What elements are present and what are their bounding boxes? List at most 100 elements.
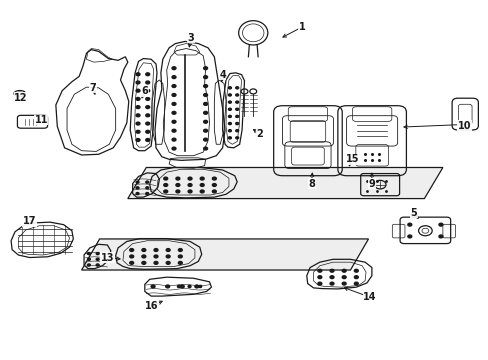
Circle shape <box>136 181 139 183</box>
Circle shape <box>203 67 207 69</box>
Circle shape <box>142 261 145 264</box>
Circle shape <box>154 261 158 264</box>
Circle shape <box>136 106 140 109</box>
Circle shape <box>87 252 90 255</box>
Circle shape <box>228 137 231 139</box>
Circle shape <box>354 276 358 279</box>
Circle shape <box>407 223 411 226</box>
Circle shape <box>228 101 231 103</box>
Circle shape <box>212 177 216 180</box>
Circle shape <box>96 258 99 260</box>
Circle shape <box>203 103 207 105</box>
Circle shape <box>235 87 238 89</box>
Circle shape <box>203 147 207 150</box>
Text: 1: 1 <box>298 22 305 32</box>
Polygon shape <box>127 167 442 199</box>
Circle shape <box>145 122 149 125</box>
Circle shape <box>188 285 191 288</box>
Circle shape <box>136 73 140 76</box>
Text: 3: 3 <box>187 33 194 43</box>
Circle shape <box>438 223 442 226</box>
Circle shape <box>145 89 149 92</box>
Circle shape <box>136 187 139 189</box>
Circle shape <box>172 120 176 123</box>
Text: 7: 7 <box>89 83 96 93</box>
Circle shape <box>195 285 199 288</box>
Text: 11: 11 <box>35 115 48 125</box>
Circle shape <box>96 264 99 266</box>
Circle shape <box>136 122 140 125</box>
Text: 17: 17 <box>23 216 36 226</box>
Circle shape <box>172 129 176 132</box>
Circle shape <box>136 89 140 92</box>
Circle shape <box>203 120 207 123</box>
Circle shape <box>145 98 149 100</box>
Circle shape <box>176 177 180 180</box>
Circle shape <box>136 81 140 84</box>
Circle shape <box>136 139 140 141</box>
Circle shape <box>212 184 216 186</box>
Circle shape <box>235 108 238 111</box>
Circle shape <box>200 177 203 180</box>
Circle shape <box>354 269 358 272</box>
Circle shape <box>145 193 148 195</box>
Polygon shape <box>81 239 368 270</box>
Circle shape <box>145 139 149 141</box>
Circle shape <box>96 252 99 255</box>
Circle shape <box>172 147 176 150</box>
Circle shape <box>203 111 207 114</box>
Circle shape <box>235 122 238 125</box>
Circle shape <box>145 181 148 183</box>
Circle shape <box>180 285 184 288</box>
Circle shape <box>145 130 149 133</box>
Circle shape <box>200 184 203 186</box>
Circle shape <box>200 190 203 193</box>
Circle shape <box>145 106 149 109</box>
Circle shape <box>172 111 176 114</box>
Circle shape <box>342 276 346 279</box>
Circle shape <box>172 94 176 96</box>
Circle shape <box>177 285 180 288</box>
Circle shape <box>188 177 192 180</box>
Circle shape <box>235 94 238 96</box>
Circle shape <box>235 115 238 117</box>
Circle shape <box>166 249 170 251</box>
Circle shape <box>87 264 90 266</box>
Circle shape <box>165 285 169 288</box>
Circle shape <box>203 76 207 78</box>
Circle shape <box>329 276 333 279</box>
Circle shape <box>203 129 207 132</box>
Circle shape <box>129 255 133 258</box>
Circle shape <box>145 187 148 189</box>
Circle shape <box>172 138 176 141</box>
Circle shape <box>142 255 145 258</box>
Circle shape <box>342 269 346 272</box>
Text: 5: 5 <box>409 208 416 218</box>
Circle shape <box>203 94 207 96</box>
Text: 15: 15 <box>345 154 359 164</box>
Text: 10: 10 <box>457 121 470 131</box>
Circle shape <box>329 269 333 272</box>
Text: 9: 9 <box>368 179 374 189</box>
Circle shape <box>178 255 182 258</box>
Circle shape <box>166 255 170 258</box>
Circle shape <box>228 130 231 132</box>
Circle shape <box>163 190 167 193</box>
Circle shape <box>228 115 231 117</box>
Circle shape <box>235 137 238 139</box>
Circle shape <box>178 261 182 264</box>
Text: 4: 4 <box>219 69 225 80</box>
Circle shape <box>329 282 333 285</box>
Circle shape <box>212 190 216 193</box>
Circle shape <box>188 184 192 186</box>
Circle shape <box>136 193 139 195</box>
Circle shape <box>235 101 238 103</box>
Circle shape <box>172 67 176 69</box>
Circle shape <box>438 235 442 238</box>
Circle shape <box>176 184 180 186</box>
Circle shape <box>228 94 231 96</box>
Circle shape <box>172 76 176 78</box>
Circle shape <box>136 114 140 117</box>
Text: 14: 14 <box>363 292 376 302</box>
Circle shape <box>188 190 192 193</box>
